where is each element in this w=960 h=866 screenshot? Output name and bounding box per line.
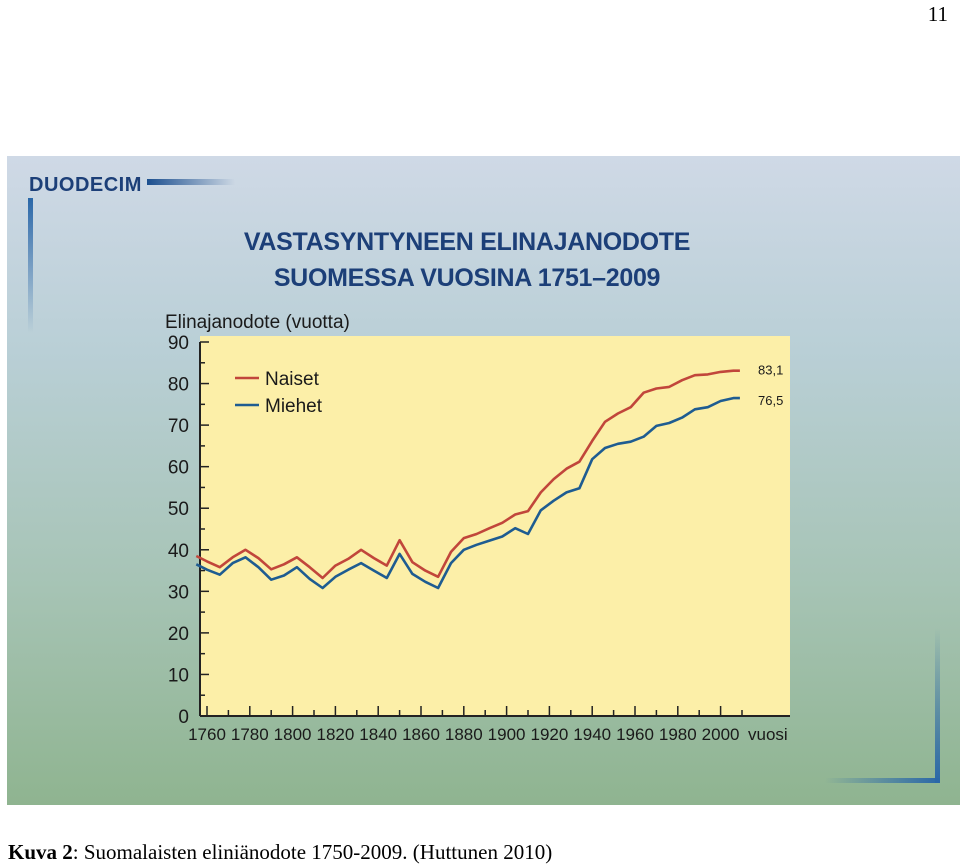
page-number: 11: [927, 2, 948, 26]
legend-label-naiset: Naiset: [265, 369, 320, 390]
x-tick-label: 1820: [316, 725, 354, 744]
x-tick-label: 1940: [573, 725, 611, 744]
y-tick-label: 50: [168, 499, 189, 520]
x-tick-label: 1760: [188, 725, 226, 744]
caption-text: : Suomalaisten eliniänodote 1750-2009. (…: [72, 840, 553, 864]
life-expectancy-figure: DUODECIM VASTASYNTYNEEN ELINAJANODOTE SU…: [7, 156, 960, 805]
y-tick-label: 40: [168, 541, 189, 562]
end-labels: 83,1 76,5: [758, 363, 783, 408]
axes: 0 10 20 30 40 50 60 70 80 90 1760 1780 1800 1820 1840 1…: [168, 333, 790, 744]
figure-caption: Kuva 2: Suomalaisten eliniänodote 1750-2…: [8, 840, 552, 865]
x-tick-label: 1980: [659, 725, 697, 744]
y-tick-label: 90: [168, 333, 189, 354]
y-tick-label: 60: [168, 458, 189, 479]
y-tick-label: 80: [168, 375, 189, 396]
end-label-naiset: 83,1: [758, 363, 783, 378]
x-tick-label: 1840: [359, 725, 397, 744]
y-tick-label: 70: [168, 416, 189, 437]
x-tick-label: 1800: [274, 725, 312, 744]
x-tick-label: 1900: [488, 725, 526, 744]
y-tick-label: 20: [168, 624, 189, 645]
chart-title-line1: VASTASYNTYNEEN ELINAJANODOTE: [243, 228, 691, 256]
life-expectancy-chart: Elinajanodote (vuotta) 0 10 20 30 40 50 60 70 80…: [165, 312, 790, 744]
y-axis-label: Elinajanodote (vuotta): [165, 312, 350, 333]
series-lines: [195, 369, 740, 590]
x-tick-label: 1880: [445, 725, 483, 744]
caption-label: Kuva 2: [8, 840, 73, 864]
right-accent-bar: [935, 628, 940, 783]
end-label-miehet: 76,5: [758, 393, 783, 408]
x-tick-label: 1780: [231, 725, 269, 744]
x-tick-label: 1960: [616, 725, 654, 744]
legend: Naiset Miehet: [235, 369, 323, 417]
legend-label-miehet: Miehet: [265, 396, 323, 417]
series-line-miehet: [195, 396, 740, 590]
bottom-accent-bar: [825, 778, 940, 783]
x-tick-label: 2000: [702, 725, 740, 744]
x-tick-label: 1860: [402, 725, 440, 744]
logo-accent-bar: [147, 179, 235, 185]
left-accent-bar: [28, 198, 33, 333]
x-tick-label: 1920: [530, 725, 568, 744]
y-tick-label: 10: [168, 665, 189, 686]
series-line-naiset: [195, 369, 740, 580]
chart-title-line2: SUOMESSA VUOSINA 1751–2009: [273, 264, 661, 292]
x-axis-label: vuosi: [748, 725, 788, 744]
duodecim-logo: DUODECIM: [29, 174, 142, 196]
y-tick-label: 30: [168, 582, 189, 603]
y-tick-label: 0: [178, 707, 189, 728]
